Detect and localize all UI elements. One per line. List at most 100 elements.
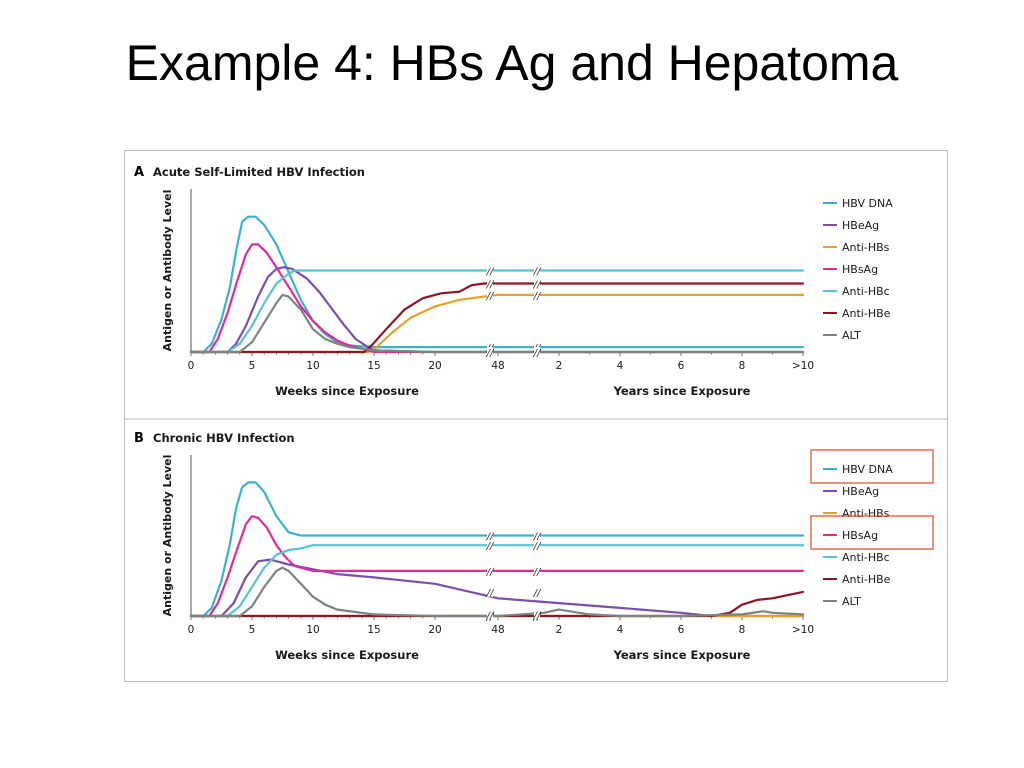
axis-break-gap	[487, 347, 493, 357]
axis-break-mark: //	[486, 348, 495, 359]
x-tick-label: 48	[491, 624, 504, 636]
x-tick-label: 0	[188, 360, 195, 372]
legend-label-alt: ALT	[842, 595, 861, 608]
legend-label-hbv-dna: HBV DNA	[842, 197, 893, 210]
x-tick-label: 2	[556, 360, 563, 372]
series-alt	[189, 293, 805, 354]
y-axis-label: Antigen or Antibody Level	[161, 190, 174, 352]
x-tick-label: 6	[678, 624, 685, 636]
legend-label-hbeag: HBeAg	[842, 485, 879, 498]
axis-break-mark: //	[533, 348, 542, 359]
x-tick-label: 48	[491, 360, 504, 372]
axis-break-gap	[534, 530, 540, 541]
axis-break-mark: //	[533, 291, 542, 302]
x-tick-label: 4	[617, 360, 624, 372]
legend-highlight-hbv-dna	[810, 449, 934, 484]
series-anti-hbs	[189, 293, 805, 354]
x-tick-label: 10	[306, 360, 319, 372]
x-tick-label: >10	[792, 360, 814, 372]
axis-break-gap	[487, 278, 493, 289]
axis-break-mark: //	[486, 567, 495, 578]
axis-break-gap	[534, 586, 540, 597]
axis-break-gap	[487, 289, 493, 300]
x-tick-label: 15	[367, 360, 380, 372]
axis-break-gap	[487, 530, 493, 541]
legend-label-hbeag: HBeAg	[842, 219, 879, 232]
legend-label-anti-hbc: Anti-HBc	[842, 551, 890, 564]
series-hbeag	[189, 266, 805, 354]
axis-break-mark: //	[533, 610, 542, 621]
axis-break-gap	[534, 609, 540, 620]
legend-label-alt: ALT	[842, 329, 861, 342]
panel-a: A Acute Self-Limited HBV Infection Antigen…	[134, 165, 893, 398]
axis-break-gap	[534, 265, 540, 276]
series-anti-hbe	[189, 590, 805, 618]
axis-break-mark: //	[486, 532, 495, 543]
series-alt	[189, 566, 805, 618]
axis-break-gap	[534, 278, 540, 289]
axis-break-mark: //	[533, 588, 542, 599]
axis-break-mark: //	[533, 267, 542, 278]
x-tick-label: >10	[792, 624, 814, 636]
axis-break-gap	[534, 565, 540, 576]
x-tick-label: 10	[306, 624, 319, 636]
x-tick-label: 5	[249, 624, 256, 636]
x-axis-label-weeks: Weeks since Exposure	[275, 384, 419, 398]
axis-break-mark: //	[533, 541, 542, 552]
axis-break-gap	[487, 586, 493, 597]
axis-break-mark: //	[486, 267, 495, 278]
legend-highlight-hbsag	[810, 515, 934, 550]
axis-break-mark: //	[533, 567, 542, 578]
x-tick-label: 8	[739, 624, 746, 636]
axis-break-gap	[487, 609, 493, 620]
legend-label-anti-hbs: Anti-HBs	[842, 241, 890, 254]
x-tick-label: 0	[188, 624, 195, 636]
panel-b: B Chronic HBV Infection Antigen or Antibod…	[134, 431, 934, 662]
slide-title: Example 4: HBs Ag and Hepatoma	[125, 35, 899, 91]
legend-label-anti-hbc: Anti-HBc	[842, 285, 890, 298]
axis-break-mark: //	[486, 588, 495, 599]
axis-break-gap	[534, 540, 540, 551]
series-anti-hbe	[189, 282, 805, 354]
axis-break-mark: //	[486, 291, 495, 302]
axis-break-gap	[534, 347, 540, 357]
axis-break-gap	[534, 289, 540, 300]
x-tick-label: 20	[428, 360, 441, 372]
panel-letter: A	[134, 165, 144, 180]
x-tick-label: 6	[678, 360, 685, 372]
legend-label-anti-hbs: Anti-HBs	[842, 507, 890, 520]
x-tick-label: 2	[556, 624, 563, 636]
axis-break-mark: //	[533, 532, 542, 543]
x-axis-label-years: Years since Exposure	[613, 384, 751, 398]
series-hbsag	[189, 515, 805, 618]
series-hbv-dna	[189, 215, 805, 354]
hbv-charts: A Acute Self-Limited HBV Infection Antigen…	[125, 165, 947, 662]
x-tick-label: 4	[617, 624, 624, 636]
panel-letter: B	[134, 431, 144, 446]
legend-label-anti-hbe: Anti-HBe	[842, 573, 891, 586]
axis-break-gap	[487, 265, 493, 276]
y-axis-label: Antigen or Antibody Level	[161, 455, 174, 617]
x-tick-label: 8	[739, 360, 746, 372]
axis-break-mark: //	[486, 610, 495, 621]
x-axis-label-weeks: Weeks since Exposure	[275, 648, 419, 662]
x-tick-label: 5	[249, 360, 256, 372]
panel-title: Chronic HBV Infection	[153, 431, 295, 445]
x-tick-label: 15	[367, 624, 380, 636]
series-hbeag	[189, 558, 805, 618]
figure-frame: A Acute Self-Limited HBV Infection Antigen…	[124, 150, 948, 682]
legend-label-anti-hbe: Anti-HBe	[842, 307, 891, 320]
panel-title: Acute Self-Limited HBV Infection	[153, 165, 365, 179]
legend-label-hbv-dna: HBV DNA	[842, 463, 893, 476]
axis-break-gap	[487, 540, 493, 551]
x-tick-label: 20	[428, 624, 441, 636]
axis-break-mark: //	[486, 541, 495, 552]
series-anti-hbc	[189, 544, 805, 618]
series-hbv-dna	[189, 481, 805, 618]
series-anti-hbc	[189, 269, 805, 354]
axis-break-gap	[487, 565, 493, 576]
axis-break-mark: //	[533, 280, 542, 291]
legend-label-hbsag: HBsAg	[842, 529, 878, 542]
axis-break-mark: //	[486, 280, 495, 291]
x-axis-label-years: Years since Exposure	[613, 648, 751, 662]
